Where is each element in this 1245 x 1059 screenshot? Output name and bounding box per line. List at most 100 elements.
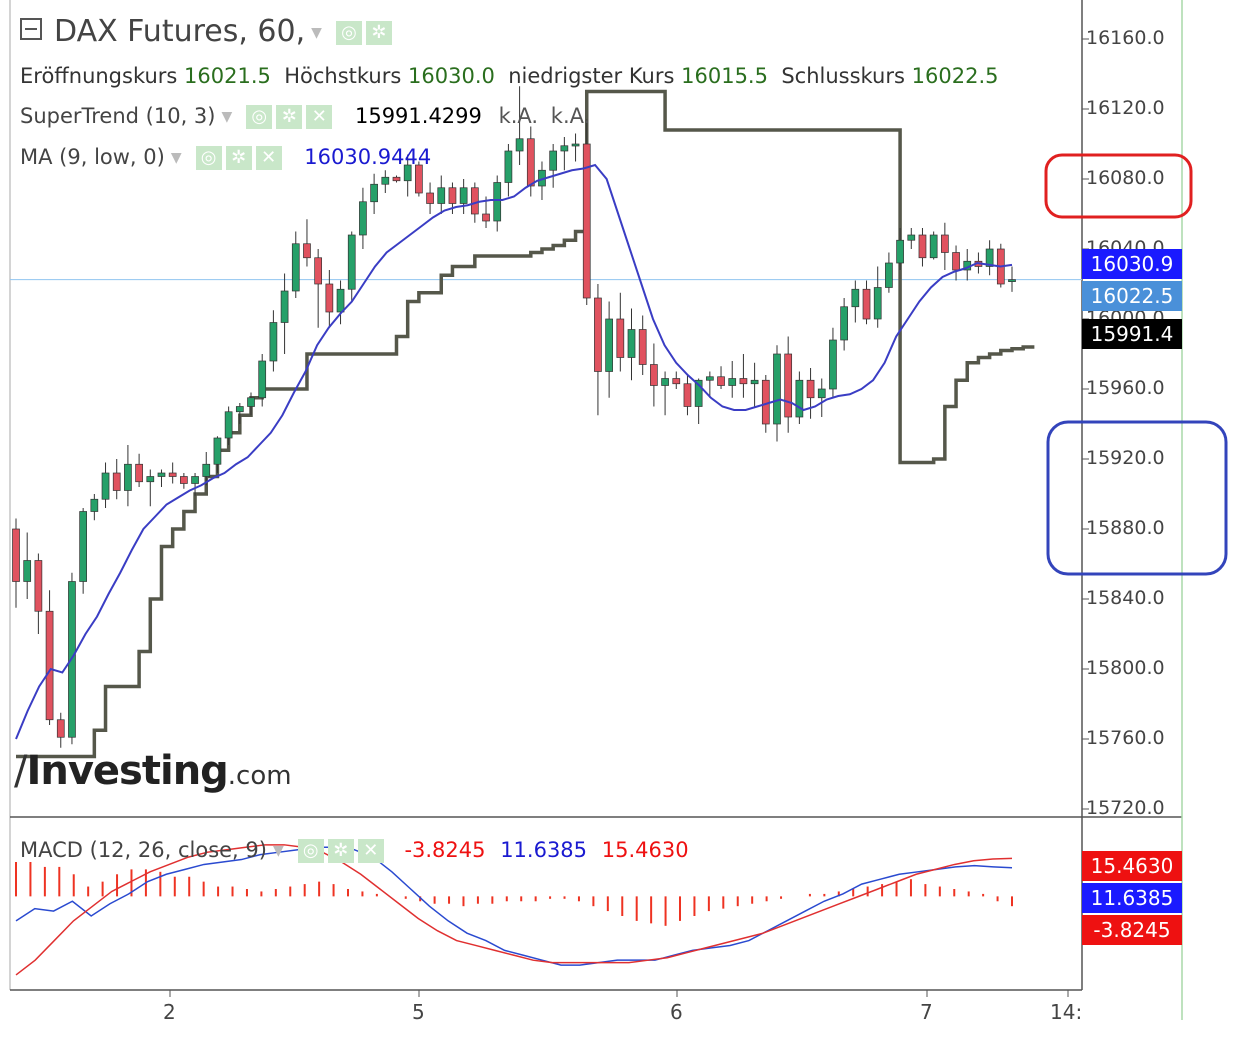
gear-icon[interactable]: ✲: [365, 20, 392, 45]
candle-body: [269, 322, 278, 362]
candle: [515, 86, 524, 165]
candle: [885, 252, 893, 293]
candle: [918, 228, 927, 267]
candle: [146, 469, 155, 507]
candle: [359, 187, 367, 249]
gear-icon[interactable]: ✲: [225, 146, 252, 170]
eye-icon[interactable]: ◎: [297, 839, 324, 863]
candle-body: [1008, 279, 1016, 282]
candle: [112, 459, 121, 500]
gear-icon[interactable]: ✲: [327, 839, 354, 863]
candle: [280, 273, 289, 354]
price-tick: 16120.0: [1086, 97, 1165, 119]
supertrend-na-1: k.A.: [498, 104, 539, 128]
ma-price-badge: 16030.9: [1082, 249, 1182, 279]
candle: [224, 406, 233, 445]
candle-body: [918, 234, 927, 259]
candle-body: [101, 472, 110, 500]
high-label: Höchstkurs: [284, 64, 402, 88]
candle-body: [728, 378, 737, 386]
macd-value: 11.6385: [500, 838, 588, 862]
time-tick: 7: [920, 1000, 933, 1024]
candle: [90, 494, 99, 521]
collapse-icon[interactable]: [20, 17, 42, 40]
candle: [347, 231, 356, 302]
candle: [683, 375, 692, 416]
candle: [56, 712, 65, 748]
eye-icon[interactable]: ◎: [335, 20, 362, 45]
macd-hist-badge: -3.8245: [1082, 915, 1182, 945]
time-tick: 6: [670, 1000, 683, 1024]
candle: [12, 518, 20, 608]
candle-body: [202, 463, 211, 477]
candle: [101, 462, 110, 508]
candle-body: [146, 476, 155, 483]
candle-body: [941, 234, 949, 253]
chevron-down-icon[interactable]: ▼: [170, 150, 182, 166]
supertrend-name: SuperTrend (10, 3): [20, 104, 216, 128]
candle: [661, 371, 669, 416]
price-tick: 15920.0: [1086, 447, 1165, 469]
close-icon[interactable]: ✕: [306, 105, 333, 129]
open-label: Eröffnungskurs: [20, 64, 178, 88]
candle-body: [549, 150, 558, 171]
chevron-down-icon[interactable]: ▼: [311, 24, 322, 41]
candle-body: [560, 145, 569, 152]
candle: [392, 175, 401, 183]
candle: [336, 280, 345, 325]
candle: [896, 228, 904, 270]
candle: [638, 315, 647, 375]
eye-icon[interactable]: ◎: [246, 105, 273, 129]
candle-body: [694, 379, 703, 407]
price-tick: 15960.0: [1086, 377, 1165, 399]
candle-body: [985, 248, 994, 267]
candle: [750, 362, 759, 407]
candle: [124, 445, 132, 507]
candle-body: [347, 234, 356, 290]
ma-line: [15, 163, 1013, 740]
candle: [79, 508, 87, 594]
eye-icon[interactable]: ◎: [195, 146, 222, 170]
candle: [728, 361, 737, 398]
candle-body: [124, 463, 132, 491]
candle: [437, 175, 446, 214]
candle-body: [213, 437, 222, 465]
gear-icon[interactable]: ✲: [276, 105, 303, 129]
close-icon[interactable]: ✕: [255, 146, 282, 170]
macd-line: [15, 846, 1013, 966]
ma-layer: [15, 163, 1013, 740]
candle: [426, 182, 434, 214]
candle-body: [650, 364, 658, 386]
candle-body: [415, 164, 423, 194]
candle-body: [34, 560, 43, 612]
macd-name: MACD (12, 26, close, 9): [20, 838, 267, 862]
candle-body: [784, 353, 793, 418]
candle-body: [258, 360, 267, 399]
candle: [795, 371, 804, 424]
candle-body: [739, 378, 748, 385]
candle-body: [168, 472, 177, 477]
candle-body: [112, 472, 121, 491]
candle-body: [862, 288, 871, 320]
investing-logo: /Investing.com: [14, 748, 292, 794]
candle: [929, 231, 938, 260]
candle-body: [616, 318, 625, 358]
candle-body: [840, 306, 848, 341]
chevron-down-icon[interactable]: ▼: [221, 109, 233, 125]
candle: [840, 298, 848, 351]
chevron-down-icon[interactable]: ▼: [272, 843, 284, 859]
macd-line-badge: 11.6385: [1082, 883, 1182, 913]
candle: [773, 345, 781, 442]
candle: [34, 553, 43, 634]
candle: [817, 378, 826, 417]
candle-body: [526, 138, 535, 187]
candle: [325, 270, 334, 328]
candle-body: [952, 252, 960, 271]
close-icon[interactable]: ✕: [357, 839, 384, 863]
supertrend-layer: [16, 89, 1035, 759]
time-tick: 2: [163, 1000, 176, 1024]
ma-value: 16030.9444: [304, 145, 432, 169]
candle: [784, 336, 793, 433]
candle: [370, 173, 378, 214]
